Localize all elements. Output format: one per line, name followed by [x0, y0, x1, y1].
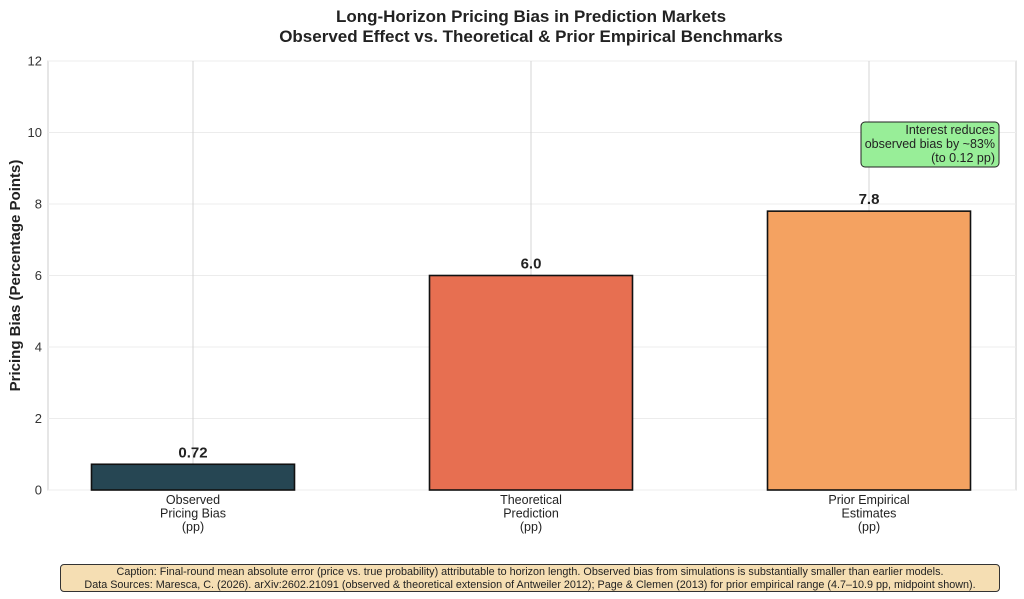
y-tick-label: 12	[28, 54, 42, 69]
x-tick-label: (pp)	[182, 520, 204, 534]
y-axis-label: Pricing Bias (Percentage Points)	[7, 160, 24, 392]
bar-value-label: 0.72	[178, 444, 207, 461]
annotation-line: Interest reduces	[905, 123, 995, 137]
x-tick-label: Theoretical	[500, 493, 562, 507]
bars: 0.72 6.0 7.8	[90, 191, 972, 491]
annotation-line: observed bias by ~83%	[865, 137, 995, 151]
bar	[428, 274, 634, 491]
y-tick-label: 2	[35, 411, 42, 426]
annotation-line: (to 0.12 pp)	[931, 151, 995, 165]
y-tick-label: 6	[35, 268, 42, 283]
chart-subtitle: Observed Effect vs. Theoretical & Prior …	[279, 27, 783, 46]
y-tick-label: 10	[28, 125, 42, 140]
x-tick-label: Observed	[166, 493, 220, 507]
bar-chart: Long-Horizon Pricing Bias in Prediction …	[7, 7, 1017, 534]
caption-line: Caption: Final-round mean absolute error…	[116, 566, 944, 578]
y-tick-label: 0	[35, 483, 42, 498]
x-tick-label: Prior Empirical	[828, 493, 909, 507]
bar-value-label: 7.8	[859, 191, 880, 208]
caption-box: Caption: Final-round mean absolute error…	[60, 564, 1000, 592]
x-tick-label: Pricing Bias	[160, 507, 226, 521]
caption-sources: Data Sources: Maresca, C. (2026). arXiv:…	[84, 579, 976, 591]
x-tick-label: Estimates	[842, 507, 897, 521]
x-tick-label: Prediction	[503, 507, 559, 521]
x-tick-label: (pp)	[858, 520, 880, 534]
chart-title: Long-Horizon Pricing Bias in Prediction …	[336, 7, 726, 26]
y-tick-label: 8	[35, 197, 42, 212]
bar	[766, 210, 972, 491]
bar-value-label: 6.0	[521, 256, 542, 273]
bar	[90, 463, 296, 491]
annotation-box: Interest reduces observed bias by ~83% (…	[860, 121, 1000, 168]
x-tick-label: (pp)	[520, 520, 542, 534]
y-axis: 0 2 4 6 8 10 12	[28, 54, 42, 498]
y-tick-label: 4	[35, 340, 42, 355]
